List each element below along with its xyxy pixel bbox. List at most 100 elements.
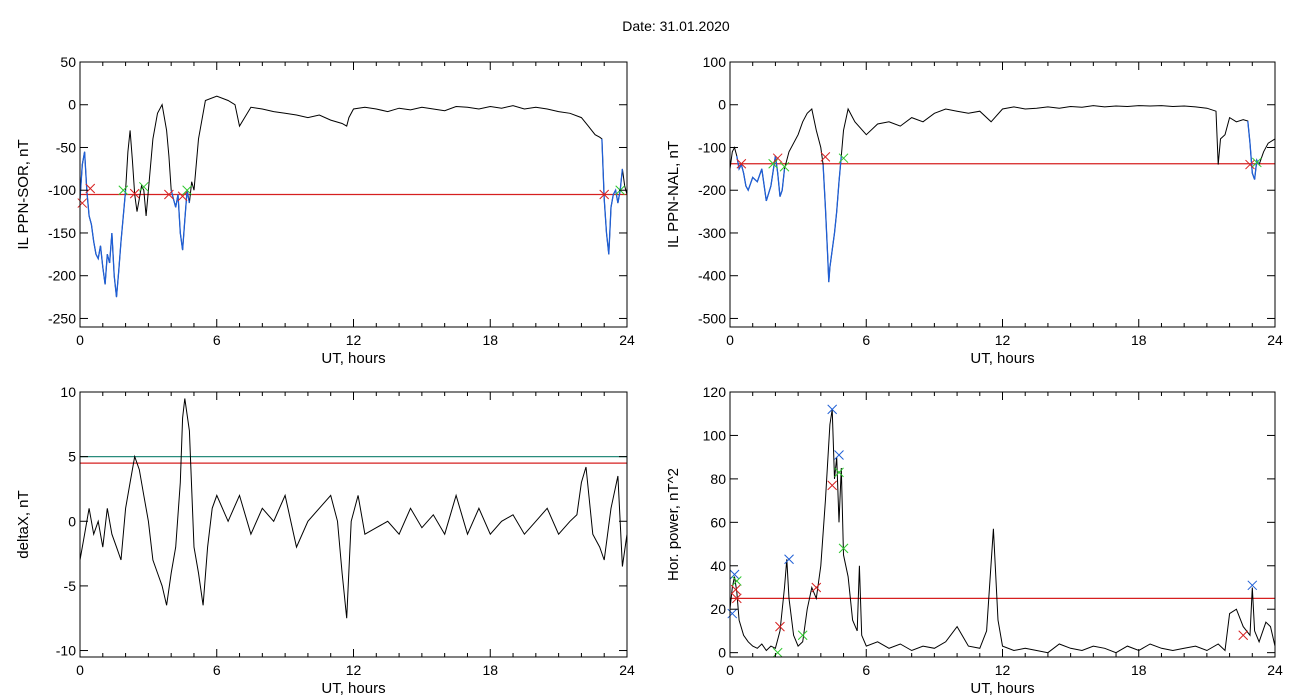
x-axis-label: UT, hours — [321, 680, 385, 697]
y-axis-label: Hor. power, nT^2 — [665, 468, 682, 581]
data-marker — [811, 582, 822, 593]
y-tick-label: 0 — [718, 97, 726, 113]
data-marker — [1245, 159, 1255, 170]
plot-frame — [729, 391, 1276, 658]
y-tick-label: 0 — [718, 645, 726, 661]
data-marker — [730, 584, 741, 595]
y-tick-label: -500 — [698, 310, 726, 326]
x-tick-label: 24 — [1267, 662, 1283, 678]
data-marker — [834, 467, 844, 478]
x-tick-label: 6 — [862, 332, 870, 348]
x-tick-label: 24 — [1267, 332, 1283, 348]
data-marker — [727, 608, 738, 619]
panel-deltax: 0 6 12 18 24 10 5 0 -5 -10 UT, hours deltaX, nT — [15, 384, 635, 697]
data-marker — [729, 569, 740, 580]
data-marker — [838, 543, 849, 554]
x-tick-label: 12 — [346, 662, 362, 678]
x-axis-label: UT, hours — [321, 350, 385, 367]
data-marker — [1251, 157, 1262, 168]
series-line — [729, 409, 1276, 654]
data-marker — [138, 181, 149, 192]
y-tick-label: 0 — [68, 513, 76, 529]
x-tick-label: 18 — [482, 332, 498, 348]
data-marker — [768, 158, 778, 169]
x-tick-label: 0 — [76, 662, 84, 678]
series-highlight — [601, 138, 624, 255]
y-tick-label: 100 — [703, 427, 727, 443]
y-tick-label: 80 — [710, 471, 726, 487]
data-marker — [118, 185, 129, 196]
series-line — [79, 95, 628, 298]
data-marker — [772, 153, 783, 164]
data-marker — [77, 198, 88, 208]
y-tick-label: 60 — [710, 514, 726, 530]
data-marker — [1238, 630, 1249, 641]
series-highlight — [79, 151, 127, 298]
series-line — [79, 398, 628, 619]
x-tick-label: 0 — [76, 332, 84, 348]
x-tick-label: 18 — [1131, 332, 1147, 348]
y-tick-label: 40 — [710, 558, 726, 574]
data-marker — [772, 647, 783, 658]
y-tick-label: 120 — [703, 384, 727, 400]
panel-ppn-nal: 0 6 12 18 24 100 0 -100 -200 -300 -400 -500 UT, hour… — [665, 54, 1283, 367]
x-tick-label: 24 — [619, 662, 635, 678]
y-tick-label: -50 — [56, 139, 76, 155]
data-marker — [779, 161, 790, 172]
data-marker — [599, 189, 610, 200]
x-axis-label: UT, hours — [970, 680, 1034, 697]
series-highlight — [822, 155, 842, 283]
y-tick-label: 10 — [60, 384, 76, 400]
y-tick-label: 100 — [703, 54, 727, 70]
x-tick-label: 6 — [213, 662, 221, 678]
data-marker — [784, 554, 794, 565]
data-marker — [177, 191, 188, 202]
x-tick-label: 0 — [726, 662, 734, 678]
plot-frame — [729, 61, 1276, 328]
data-marker — [182, 185, 192, 196]
y-axis-label: IL PPN-SOR, nT — [15, 139, 32, 249]
data-marker — [820, 152, 831, 162]
data-marker — [838, 153, 849, 164]
x-axis-label: UT, hours — [970, 350, 1034, 367]
series-highlight — [170, 190, 191, 251]
data-marker — [827, 480, 838, 491]
plot-frame — [79, 391, 628, 658]
series-highlight — [736, 155, 786, 202]
y-tick-label: 20 — [710, 601, 726, 617]
x-tick-label: 24 — [619, 332, 635, 348]
y-axis-label: IL PPN-NAL, nT — [665, 141, 682, 248]
data-marker — [731, 576, 742, 586]
figure-title: Date: 31.01.2020 — [622, 18, 730, 34]
series-line — [729, 105, 1276, 283]
x-tick-label: 6 — [862, 662, 870, 678]
data-marker — [1247, 580, 1258, 591]
data-marker — [129, 188, 140, 199]
data-marker — [834, 450, 844, 460]
y-axis-label: deltaX, nT — [15, 490, 32, 558]
series-highlight — [1247, 120, 1260, 180]
y-tick-label: -10 — [56, 643, 76, 659]
panel-hor-power: 0 6 12 18 24 120 100 80 60 40 20 0 UT, hours Hor. pow… — [665, 384, 1283, 697]
y-tick-label: 0 — [68, 97, 76, 113]
x-tick-label: 0 — [726, 332, 734, 348]
y-tick-label: -200 — [48, 268, 76, 284]
y-tick-label: -250 — [48, 310, 76, 326]
y-tick-label: -150 — [48, 225, 76, 241]
y-tick-label: -5 — [64, 578, 77, 594]
y-tick-label: 50 — [60, 54, 76, 70]
data-marker — [827, 404, 838, 415]
y-tick-label: -300 — [698, 225, 726, 241]
y-tick-label: -400 — [698, 268, 726, 284]
x-tick-label: 18 — [482, 662, 498, 678]
y-tick-label: -100 — [698, 139, 726, 155]
data-marker — [736, 158, 747, 169]
y-tick-label: -100 — [48, 182, 76, 198]
x-tick-label: 12 — [995, 662, 1011, 678]
data-marker — [164, 189, 174, 200]
data-marker — [775, 621, 785, 632]
x-tick-label: 6 — [213, 332, 221, 348]
y-tick-label: -200 — [698, 182, 726, 198]
x-tick-label: 18 — [1131, 662, 1147, 678]
